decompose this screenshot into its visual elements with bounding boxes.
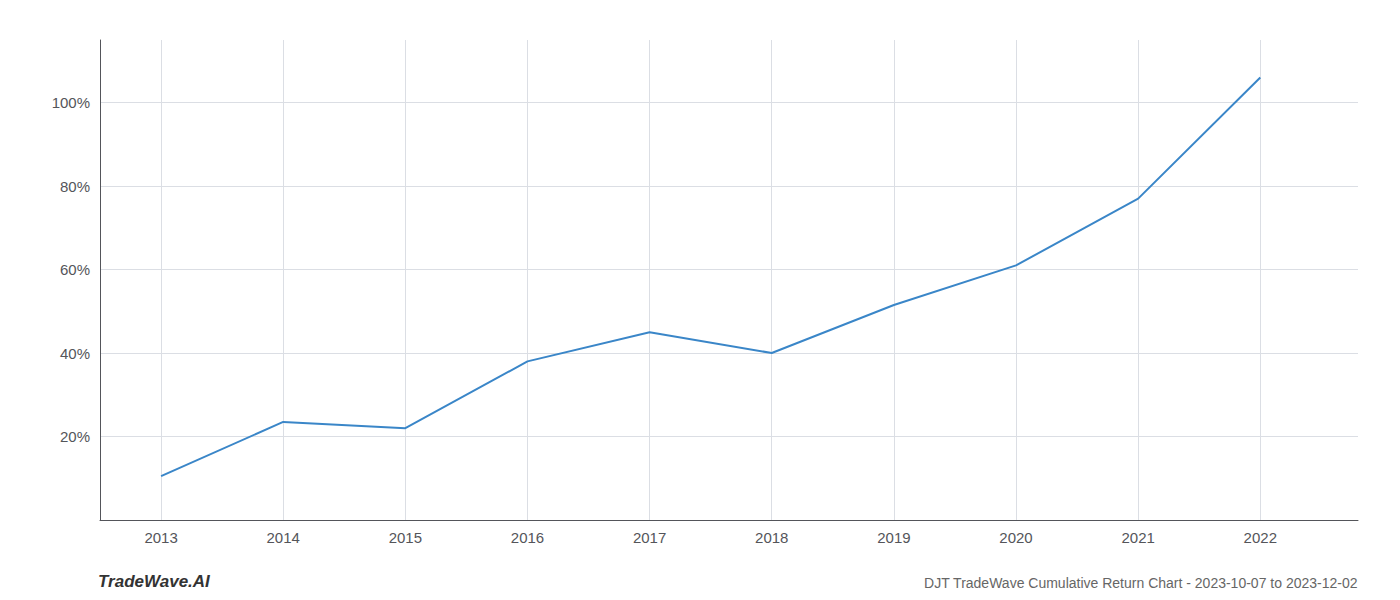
svg-text:TradeWave.AI: TradeWave.AI <box>98 572 211 591</box>
svg-text:40%: 40% <box>60 345 90 362</box>
svg-text:2018: 2018 <box>755 529 788 546</box>
svg-text:2017: 2017 <box>633 529 666 546</box>
svg-text:60%: 60% <box>60 261 90 278</box>
svg-text:2016: 2016 <box>511 529 544 546</box>
svg-text:2020: 2020 <box>999 529 1032 546</box>
svg-text:100%: 100% <box>52 94 90 111</box>
svg-text:2021: 2021 <box>1121 529 1154 546</box>
svg-text:2014: 2014 <box>267 529 300 546</box>
svg-text:2013: 2013 <box>144 529 177 546</box>
svg-text:2019: 2019 <box>877 529 910 546</box>
svg-text:80%: 80% <box>60 178 90 195</box>
svg-text:2015: 2015 <box>389 529 422 546</box>
svg-text:2022: 2022 <box>1244 529 1277 546</box>
svg-text:20%: 20% <box>60 428 90 445</box>
svg-text:DJT TradeWave Cumulative Retur: DJT TradeWave Cumulative Return Chart - … <box>924 575 1358 591</box>
